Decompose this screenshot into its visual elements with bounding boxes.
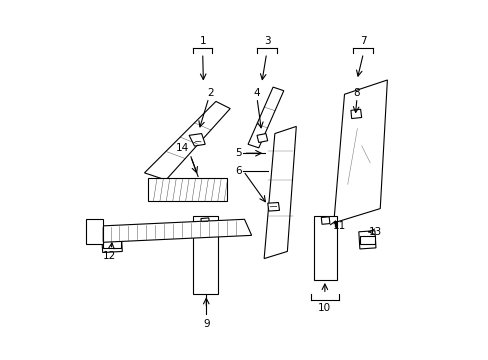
Text: 9: 9 [203,319,209,329]
FancyBboxPatch shape [148,178,226,202]
Polygon shape [247,87,283,148]
Text: 11: 11 [332,221,346,231]
Polygon shape [189,134,205,146]
Polygon shape [201,218,209,225]
Polygon shape [350,109,361,118]
Text: 7: 7 [359,36,366,46]
FancyBboxPatch shape [359,237,374,244]
FancyBboxPatch shape [85,219,103,244]
Polygon shape [144,102,230,180]
Text: 5: 5 [235,148,241,158]
Polygon shape [257,134,267,143]
FancyBboxPatch shape [192,216,217,294]
Polygon shape [102,234,122,252]
Text: 6: 6 [235,166,241,176]
Text: 10: 10 [318,303,331,313]
Text: 12: 12 [103,251,116,261]
Text: 1: 1 [199,36,205,46]
Polygon shape [91,219,251,243]
Polygon shape [267,203,279,211]
Text: 4: 4 [253,88,260,98]
Text: 8: 8 [353,88,360,98]
Text: 13: 13 [368,227,381,237]
Polygon shape [321,217,329,224]
Text: 14: 14 [176,143,189,153]
Polygon shape [333,80,386,223]
FancyBboxPatch shape [102,239,121,248]
Text: 3: 3 [263,36,270,46]
Polygon shape [264,126,296,258]
FancyBboxPatch shape [313,216,337,280]
Text: 2: 2 [207,88,213,98]
Polygon shape [358,231,375,249]
